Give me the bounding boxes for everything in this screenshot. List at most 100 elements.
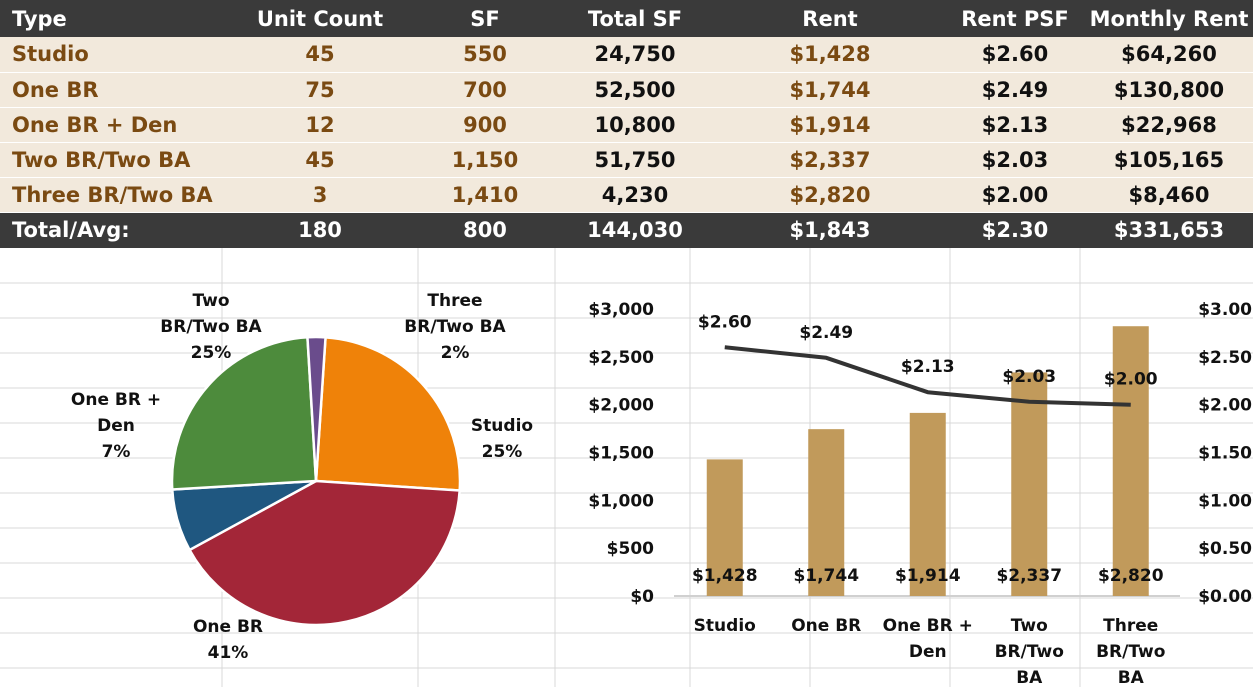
table-header-row: Type Unit Count SF Total SF Rent Rent PS… bbox=[0, 0, 1253, 37]
bar-data-label: $1,428 bbox=[692, 566, 758, 586]
cell-monthly-rent: $105,165 bbox=[1113, 147, 1225, 172]
x-axis-category-label: Three bbox=[1103, 616, 1158, 636]
cell-type: Studio bbox=[12, 42, 89, 67]
cell-sf: 1,150 bbox=[451, 147, 519, 172]
pie-label-value: 7% bbox=[102, 442, 131, 462]
x-axis-category-label: BR/Two bbox=[995, 642, 1064, 662]
y-axis-right-tick: $1.00 bbox=[1198, 491, 1252, 511]
table-row: Three BR/Two BA 3 1,410 4,230 $2,820 $2.… bbox=[0, 177, 1253, 212]
cell-rent: $2,820 bbox=[789, 182, 871, 207]
header-rent: Rent bbox=[802, 6, 858, 31]
y-axis-left-tick: $1,500 bbox=[588, 444, 654, 464]
header-unit-count: Unit Count bbox=[256, 6, 384, 31]
total-sf: 800 bbox=[463, 218, 507, 243]
cell-monthly-rent: $64,260 bbox=[1121, 42, 1217, 67]
cell-rent-psf: $2.00 bbox=[981, 182, 1049, 207]
pie-label-category: One BR + bbox=[71, 390, 161, 410]
cell-unit-count: 45 bbox=[305, 147, 335, 172]
cell-type: One BR + Den bbox=[12, 112, 178, 137]
total-unit-count: 180 bbox=[298, 218, 342, 243]
pie-label-value: 25% bbox=[482, 442, 523, 462]
cell-rent: $1,914 bbox=[789, 112, 871, 137]
y-axis-right-tick: $0.00 bbox=[1198, 587, 1252, 607]
y-axis-right-tick: $3.00 bbox=[1198, 300, 1252, 320]
bar-studio bbox=[706, 459, 743, 596]
cell-unit-count: 12 bbox=[305, 112, 335, 137]
cell-monthly-rent: $22,968 bbox=[1121, 112, 1217, 137]
cell-rent: $1,744 bbox=[789, 77, 871, 102]
pie-label-value: 2% bbox=[441, 343, 470, 363]
pie-label-category: Two bbox=[192, 291, 229, 311]
cell-type: Three BR/Two BA bbox=[12, 182, 213, 207]
header-total-sf: Total SF bbox=[587, 6, 683, 31]
rent-psf-line bbox=[724, 345, 1131, 407]
cell-type: One BR bbox=[12, 77, 99, 102]
pie-label-value: 25% bbox=[191, 343, 232, 363]
y-axis-left-tick: $2,500 bbox=[588, 348, 654, 368]
rent-combo-chart: $0 $500 $1,000 $1,500 $2,000 $2,500 $3,000 $0.0… bbox=[588, 300, 1252, 687]
x-axis-category-label: BR/Two bbox=[1096, 642, 1165, 662]
bar-three-br-two-ba bbox=[1112, 326, 1149, 596]
total-rent-psf: $2.30 bbox=[981, 218, 1049, 243]
bar-data-label: $2,337 bbox=[996, 566, 1062, 586]
table-row: One BR 75 700 52,500 $1,744 $2.49 $130,8… bbox=[0, 72, 1253, 107]
header-type: Type bbox=[12, 6, 67, 31]
cell-sf: 700 bbox=[463, 77, 507, 102]
pie-label-category: Three bbox=[427, 291, 482, 311]
x-axis-category-label: Studio bbox=[694, 616, 756, 636]
x-axis-category-label: BA bbox=[1016, 668, 1043, 687]
bar-data-label: $1,744 bbox=[793, 566, 859, 586]
y-axis-left-tick: $500 bbox=[607, 539, 654, 559]
cell-total-sf: 52,500 bbox=[594, 77, 676, 102]
pie-label-category: Studio bbox=[471, 416, 533, 436]
bar-two-br-two-ba bbox=[1011, 372, 1048, 596]
x-axis-category-label: BA bbox=[1118, 668, 1145, 687]
x-axis-category-label: One BR + bbox=[883, 616, 973, 636]
x-axis-category-label: Den bbox=[909, 642, 947, 662]
cell-sf: 900 bbox=[463, 112, 507, 137]
total-label: Total/Avg: bbox=[12, 218, 130, 243]
y-axis-left-tick: $0 bbox=[630, 587, 654, 607]
cell-monthly-rent: $8,460 bbox=[1128, 182, 1210, 207]
total-total-sf: 144,030 bbox=[587, 218, 683, 243]
header-monthly-rent: Monthly Rent bbox=[1089, 6, 1249, 31]
cell-total-sf: 51,750 bbox=[594, 147, 676, 172]
table-row: Two BR/Two BA 45 1,150 51,750 $2,337 $2.… bbox=[0, 142, 1253, 177]
y-axis-right-tick: $0.50 bbox=[1198, 539, 1252, 559]
cell-unit-count: 3 bbox=[312, 182, 328, 207]
y-axis-left-tick: $3,000 bbox=[588, 300, 654, 320]
cell-total-sf: 24,750 bbox=[594, 42, 676, 67]
total-monthly-rent: $331,653 bbox=[1113, 218, 1225, 243]
unit-mix-pie-chart: Studio 25% One BR 41% One BR + Den 7% Two BR/Two… bbox=[71, 291, 533, 663]
y-axis-right-tick: $2.50 bbox=[1198, 348, 1252, 368]
pie-label-category: BR/Two BA bbox=[404, 317, 506, 337]
bar-one-br-den bbox=[909, 412, 946, 596]
pie-label-category: Den bbox=[97, 416, 135, 436]
y-axis-right-tick: $2.00 bbox=[1198, 396, 1252, 416]
y-axis-right-tick: $1.50 bbox=[1198, 444, 1252, 464]
cell-total-sf: 10,800 bbox=[594, 112, 676, 137]
line-data-label: $2.13 bbox=[901, 357, 955, 377]
table-row: One BR + Den 12 900 10,800 $1,914 $2.13 … bbox=[0, 107, 1253, 142]
total-rent: $1,843 bbox=[789, 218, 871, 243]
x-axis-category-label: Two bbox=[1011, 616, 1048, 636]
cell-sf: 550 bbox=[463, 42, 507, 67]
bar-data-label: $2,820 bbox=[1098, 566, 1164, 586]
y-axis-left-tick: $2,000 bbox=[588, 396, 654, 416]
cell-total-sf: 4,230 bbox=[601, 182, 669, 207]
cell-rent-psf: $2.13 bbox=[981, 112, 1049, 137]
cell-unit-count: 45 bbox=[305, 42, 335, 67]
bar-data-label: $1,914 bbox=[895, 566, 961, 586]
cell-monthly-rent: $130,800 bbox=[1113, 77, 1225, 102]
unit-mix-table: Type Unit Count SF Total SF Rent Rent PS… bbox=[0, 0, 1253, 248]
header-sf: SF bbox=[470, 6, 500, 31]
cell-sf: 1,410 bbox=[451, 182, 519, 207]
table-row: Studio 45 550 24,750 $1,428 $2.60 $64,26… bbox=[0, 37, 1253, 72]
cell-rent-psf: $2.49 bbox=[981, 77, 1049, 102]
line-data-label: $2.03 bbox=[1002, 367, 1056, 387]
pie-label-category: One BR bbox=[193, 617, 263, 637]
bar-one-br bbox=[808, 429, 845, 596]
pie-slice-three-br-two-ba bbox=[306, 335, 327, 482]
table-total-row: Total/Avg: 180 800 144,030 $1,843 $2.30 … bbox=[0, 212, 1253, 248]
x-axis-category-label: One BR bbox=[791, 616, 861, 636]
